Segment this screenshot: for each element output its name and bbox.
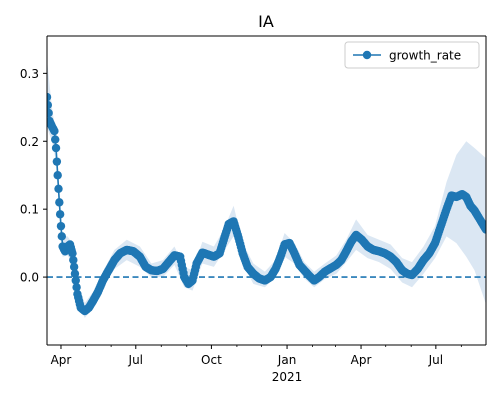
data-point xyxy=(54,184,63,193)
x-tick-label: Jul xyxy=(128,353,143,367)
data-point xyxy=(47,108,53,118)
series-markers-growth_rate xyxy=(47,92,486,316)
data-point xyxy=(481,225,486,234)
data-point xyxy=(68,249,77,258)
data-point xyxy=(57,232,66,241)
plot-clipped xyxy=(47,59,486,318)
legend-box xyxy=(344,41,480,69)
x-tick-label: Jul xyxy=(428,353,443,367)
data-point xyxy=(56,221,66,231)
y-tick-label: 0.1 xyxy=(20,203,39,217)
data-point xyxy=(47,100,53,110)
data-point xyxy=(55,198,64,207)
legend-marker xyxy=(362,50,372,60)
axes: 0.0 0.1 0.2 0.3 Apr Jul Oct Jan Apr Jul 2021 xyxy=(20,35,487,384)
chart-title: IA xyxy=(258,12,274,31)
data-point xyxy=(72,283,81,292)
y-tick-label: 0.0 xyxy=(20,271,39,285)
data-point xyxy=(51,143,61,153)
x-tick-label: Jan xyxy=(277,353,297,367)
data-point xyxy=(50,126,59,136)
data-point xyxy=(69,255,78,265)
y-tick-label: 0.2 xyxy=(20,135,39,149)
data-point xyxy=(70,269,80,278)
legend: growth_rate xyxy=(344,41,480,69)
plot-area xyxy=(47,59,486,318)
data-point xyxy=(71,276,80,285)
x-tick-label: Apr xyxy=(351,353,372,367)
data-point xyxy=(55,210,65,219)
data-point xyxy=(51,135,60,144)
data-point xyxy=(69,262,79,272)
x-tick-label: Apr xyxy=(51,353,72,367)
axes-frame xyxy=(46,35,487,346)
y-tick-label: 0.3 xyxy=(20,67,39,81)
data-point xyxy=(52,157,62,166)
legend-label: growth_rate xyxy=(389,49,461,63)
data-point xyxy=(47,92,52,102)
x-tick-label: Oct xyxy=(201,353,222,367)
x-year-label: 2021 xyxy=(272,370,303,384)
data-point xyxy=(53,171,62,180)
